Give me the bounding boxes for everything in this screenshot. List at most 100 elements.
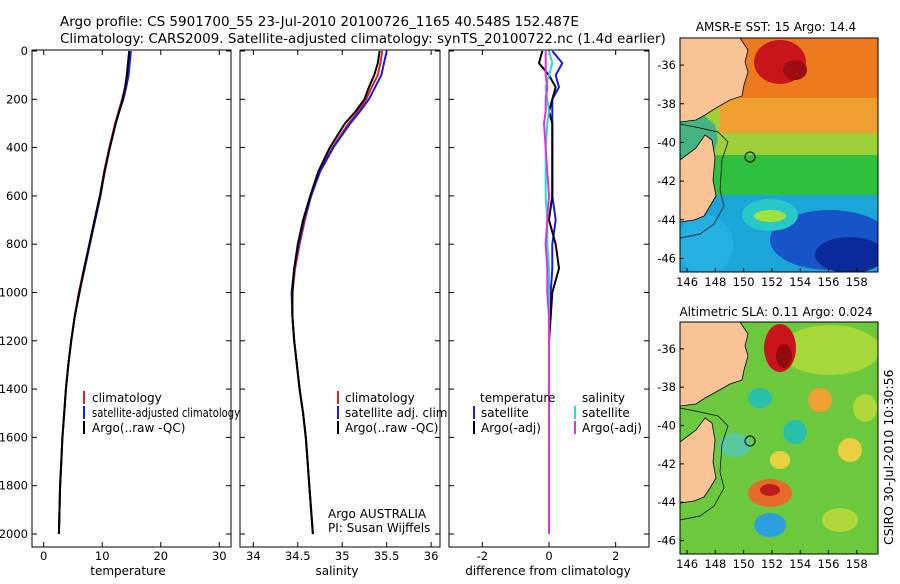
y-tick-label: 200 [6, 92, 28, 106]
series-line-argo-raw-qc [291, 50, 381, 535]
difference-xlabel: difference from climatology [465, 564, 631, 578]
map-x-tick-label: 154 [789, 275, 811, 289]
temperature-x-axis: 0 10 20 30 [40, 50, 227, 563]
map-y-tick-label: -46 [657, 251, 676, 265]
depth-axis: 0 200 400 600 800 1000 1200 1400 1600 1800 2000 [0, 44, 231, 541]
map-x-tick-label: 146 [676, 275, 698, 289]
credit-line1: Argo AUSTRALIA [328, 507, 427, 521]
salinity-x-axis: 34 34.5 35 35.5 36 [246, 50, 438, 563]
salinity-axes-frame [239, 49, 441, 548]
sst-land-mask [680, 38, 749, 123]
map-y-tick-label: -36 [657, 58, 676, 72]
sla-field [680, 322, 878, 554]
legend-climatology: climatology [92, 391, 162, 405]
x-tick-label: 34.5 [285, 549, 311, 563]
x-tick-label: 2 [612, 549, 619, 563]
map-y-tick-label: -40 [657, 419, 676, 433]
legend-salinity-heading: salinity [582, 391, 625, 405]
salinity-xlabel: salinity [315, 564, 358, 578]
y-tick-label: 1600 [0, 430, 28, 444]
temperature-xlabel: temperature [90, 564, 165, 578]
x-tick-label: 34 [246, 549, 261, 563]
map-y-tick-label: -42 [657, 457, 676, 471]
map-x-tick-label: 152 [761, 557, 783, 571]
salinity-panel: 34 34.5 35 35.5 36 climatology satellite adj… [239, 49, 451, 578]
sla-lon-axis: 146 148 150 152 154 156 158 [676, 550, 868, 571]
legend-satellite: satellite-adjusted climatology [92, 406, 240, 420]
sst-argo-marker [744, 151, 756, 163]
y-tick-label: 400 [6, 141, 28, 155]
sst-field [680, 38, 878, 272]
legend-temp-satellite: satellite [481, 406, 529, 420]
sla-map-panel: Altimetric SLA: 0.11 Argo: 0.024 146 148 1… [657, 305, 879, 571]
series-line-salinity-argo-adj [543, 51, 550, 534]
legend-temp-argo: Argo(-adj) [481, 421, 541, 435]
y-tick-label: 800 [6, 237, 28, 251]
difference-y-ticks [449, 50, 649, 535]
map-y-tick-label: -38 [657, 380, 676, 394]
sst-lon-axis: 146 148 150 152 154 156 158 [676, 268, 868, 289]
sla-lat-axis: -36 -38 -40 -42 -44 -46 [657, 342, 684, 548]
map-x-tick-label: 146 [676, 557, 698, 571]
map-x-tick-label: 154 [789, 557, 811, 571]
map-y-tick-label: -46 [657, 534, 676, 548]
salinity-series [290, 50, 388, 535]
legend-climatology: climatology [345, 391, 415, 405]
map-x-tick-label: 158 [846, 275, 868, 289]
map-x-tick-label: 148 [704, 557, 726, 571]
map-y-tick-label: -36 [657, 342, 676, 356]
y-tick-label: 1400 [0, 382, 28, 396]
difference-legend: temperature satellite Argo(-adj) salinit… [473, 391, 642, 435]
salinity-legend: climatology satellite adj. clim. Argo(..… [337, 391, 451, 435]
sla-tasmania [680, 417, 717, 504]
map-y-tick-label: -40 [657, 135, 676, 149]
header-line1: Argo profile: CS 5901700_55 23-Jul-2010 … [60, 14, 579, 30]
map-x-tick-label: 148 [704, 275, 726, 289]
map-x-tick-label: 150 [733, 275, 755, 289]
salinity-y-ticks [240, 50, 440, 535]
y-tick-label: 600 [6, 189, 28, 203]
sla-land-mask [680, 322, 749, 407]
temperature-legend: climatology satellite-adjusted climatolo… [83, 391, 240, 435]
map-x-tick-label: 156 [818, 275, 840, 289]
temperature-axes-frame [31, 49, 232, 548]
y-tick-label: 1800 [0, 479, 28, 493]
map-x-tick-label: 158 [846, 557, 868, 571]
map-x-tick-label: 156 [818, 557, 840, 571]
y-tick-label: 1000 [0, 286, 28, 300]
sst-lat-axis: -36 -38 -40 -42 -44 -46 [657, 58, 684, 265]
legend-argo: Argo(..raw -QC) [92, 421, 185, 435]
credit-line2: PI: Susan Wijffels [328, 521, 430, 535]
x-tick-label: -2 [477, 549, 488, 563]
x-tick-label: 30 [212, 549, 227, 563]
difference-panel: -2 0 2 temperature satellite Argo(-adj) sa… [448, 49, 650, 578]
y-tick-label: 2000 [0, 527, 28, 541]
series-line-argo-raw-qc [57, 50, 131, 535]
sst-map-panel: AMSR-E SST: 15 Argo: 14.4 146 148 150 152 15… [657, 20, 879, 289]
x-tick-label: 35 [335, 549, 350, 563]
sla-argo-marker [744, 435, 756, 447]
sst-tasmania [680, 134, 717, 223]
side-timestamp: CSIRO 30-Jul-2010 10:30:56 [881, 369, 896, 545]
legend-satellite: satellite adj. clim. [345, 406, 451, 420]
map-y-tick-label: -38 [657, 97, 676, 111]
temperature-series [57, 50, 132, 535]
x-tick-label: 0 [40, 549, 47, 563]
temperature-panel: 0 200 400 600 800 1000 1200 1400 1600 1800 2000 0 1… [0, 44, 240, 578]
difference-series [538, 50, 564, 534]
legend-argo: Argo(..raw -QC) [345, 421, 438, 435]
map-y-tick-label: -44 [657, 495, 676, 509]
y-tick-label: 0 [21, 44, 28, 58]
y-tick-label: 1200 [0, 334, 28, 348]
legend-sal-satellite: satellite [582, 406, 630, 420]
x-tick-label: 36 [424, 549, 439, 563]
map-y-tick-label: -42 [657, 174, 676, 188]
x-tick-label: 20 [153, 549, 168, 563]
x-tick-label: 10 [95, 549, 110, 563]
legend-sal-argo: Argo(-adj) [582, 421, 642, 435]
sla-map-title: Altimetric SLA: 0.11 Argo: 0.024 [679, 305, 872, 319]
legend-temperature-heading: temperature [480, 391, 555, 405]
sst-map-title: AMSR-E SST: 15 Argo: 14.4 [696, 20, 856, 34]
x-tick-label: 0 [545, 549, 552, 563]
